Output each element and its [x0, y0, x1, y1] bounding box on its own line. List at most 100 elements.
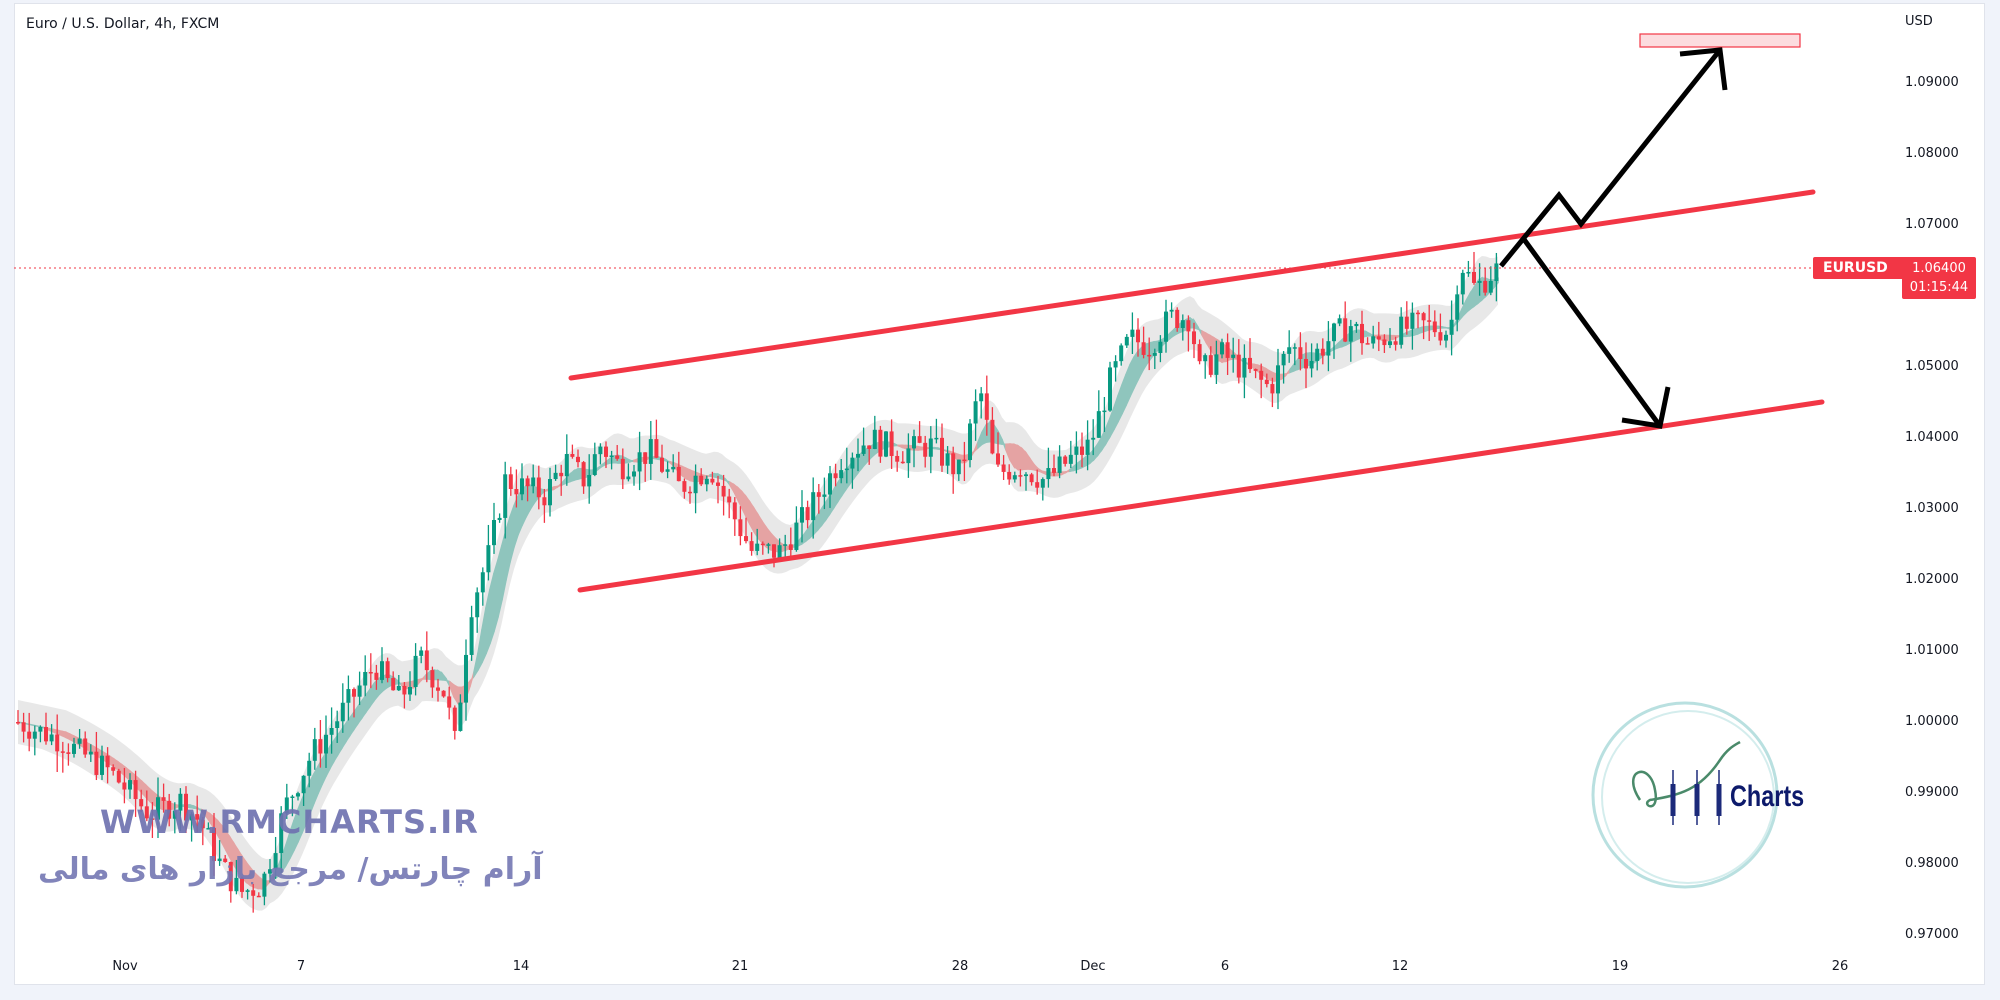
logo-signature [1632, 740, 1741, 808]
candle-body [856, 453, 860, 458]
candle-body [850, 457, 855, 469]
bearish-arrow [1520, 236, 1663, 428]
candle-body [620, 458, 625, 480]
logo-candle-body [1670, 784, 1676, 816]
candle-body [1158, 341, 1163, 354]
candle-body [413, 655, 418, 687]
candle-body [184, 793, 188, 821]
candle-body [1421, 313, 1426, 321]
candle-body [150, 818, 155, 820]
candle-body [21, 722, 26, 732]
price-tick: 1.07000 [1905, 217, 1959, 232]
candle-body [167, 800, 172, 819]
candle-body [206, 828, 211, 830]
candle-body [256, 895, 261, 898]
price-tick: 1.02000 [1905, 572, 1959, 587]
symbol-price-tag: EURUSD [1813, 257, 1905, 279]
candle-body [1449, 319, 1454, 335]
candle-body [828, 473, 832, 495]
candle-body [1063, 456, 1068, 464]
candle-body [464, 654, 468, 703]
candle-body [385, 661, 390, 679]
candle-body [710, 478, 715, 483]
bearish-arrow-head [1621, 386, 1671, 429]
time-tick: Nov [112, 959, 138, 974]
watermark-persian: آرام چارتس/ مرجع بازار های مالی [38, 852, 543, 887]
candle-body [693, 475, 698, 494]
candle-body [144, 806, 149, 819]
candle-body [923, 442, 928, 457]
candle-body [1444, 334, 1448, 341]
candle-body [1432, 321, 1437, 333]
candle-body [973, 401, 978, 424]
chart-panel[interactable] [14, 3, 1985, 985]
candle-body [1281, 353, 1286, 366]
candle-body [816, 492, 821, 497]
price-tick: 0.97000 [1905, 927, 1959, 942]
candle-body [514, 489, 519, 495]
candle-body [632, 471, 636, 477]
candle-body [654, 439, 659, 458]
candle-body [604, 446, 608, 457]
candle-body [1124, 336, 1129, 346]
candle-body [1488, 280, 1493, 293]
candle-body [503, 474, 508, 518]
candle-body [1220, 342, 1224, 355]
bar-countdown: 01:15:44 [1909, 280, 1969, 295]
lower-channel-line [577, 399, 1825, 593]
candle-body [525, 478, 530, 487]
candle-body [665, 469, 670, 472]
candle-body [660, 457, 664, 472]
candle-body [878, 429, 883, 457]
candle-body [1130, 329, 1135, 337]
candle-body [744, 536, 748, 542]
candle-body [1074, 446, 1079, 455]
candle-body [990, 419, 995, 454]
ma-halo [18, 255, 1498, 911]
candle-body [1035, 482, 1040, 488]
candle-body [917, 436, 922, 443]
logo-candle-body [1716, 784, 1722, 816]
candle-body [928, 438, 933, 457]
candle-body [307, 760, 312, 776]
candle-body [861, 445, 866, 454]
candle-body [368, 671, 373, 674]
candle-body [1012, 475, 1017, 480]
candle-body [251, 890, 256, 896]
watermark-url: WWW.RMCHARTS.IR [100, 803, 479, 841]
ma-band [29, 723, 35, 727]
candle-body [301, 775, 306, 794]
bullish-arrow [1499, 48, 1722, 268]
candle-body [1231, 354, 1236, 358]
candle-body [1068, 454, 1073, 464]
chart-title: Euro / U.S. Dollar, 4h, FXCM [26, 16, 220, 32]
candle-body [581, 462, 586, 487]
candle-body [531, 477, 536, 487]
candle-body [172, 810, 177, 819]
candle-body [88, 751, 93, 755]
candle-body [671, 466, 676, 470]
candle-body [133, 780, 138, 800]
upper-channel-line [568, 189, 1816, 381]
candle-body [1180, 320, 1185, 328]
candle-body [363, 671, 368, 686]
candle-body [424, 650, 429, 671]
time-tick: 14 [512, 959, 530, 974]
candle-body [1382, 339, 1387, 346]
candle-body [324, 734, 328, 754]
candle-body [1455, 294, 1460, 320]
target-zone [1639, 33, 1801, 48]
logo-candle-body [1694, 784, 1700, 816]
candle-body [1416, 312, 1420, 315]
price-tick: 0.99000 [1905, 785, 1959, 800]
candle-body [1242, 357, 1247, 378]
candle-body [1141, 342, 1146, 355]
candle-body [688, 491, 692, 494]
price-tick: 1.00000 [1905, 714, 1959, 729]
candle-body [968, 423, 972, 461]
candle-body [760, 543, 765, 546]
candle-body [200, 819, 205, 829]
candle-body [676, 466, 681, 482]
candle-body [738, 519, 743, 537]
